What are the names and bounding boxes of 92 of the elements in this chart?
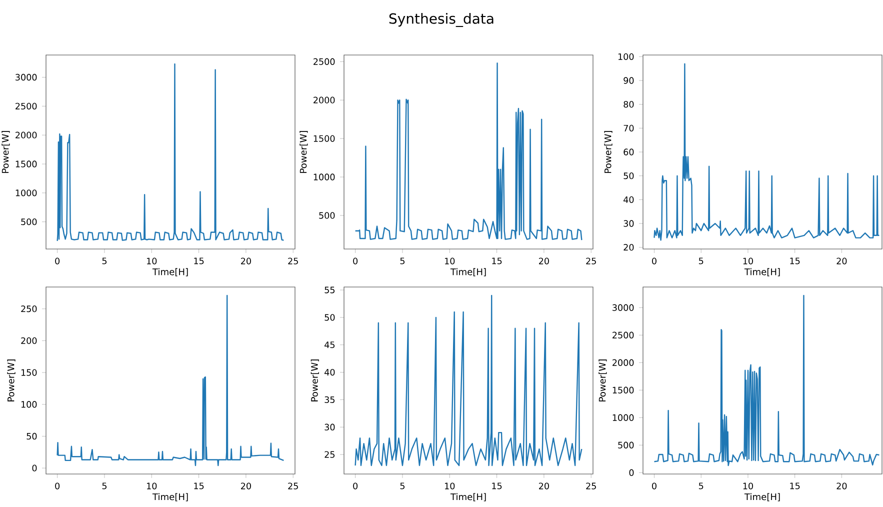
x-tick-label: 25 bbox=[288, 482, 298, 490]
y-tick-label: 1000 bbox=[16, 190, 37, 196]
y-tick-label: 250 bbox=[21, 306, 37, 312]
x-tick-label: 10 bbox=[743, 482, 753, 490]
y-tick-label: 1500 bbox=[314, 135, 335, 142]
x-tick-label: 15 bbox=[194, 258, 204, 264]
y-tick-label: 45 bbox=[324, 342, 335, 348]
x-tick-label: 20 bbox=[836, 482, 847, 490]
y-tick-label: 25 bbox=[324, 451, 335, 458]
y-tick-label: 1500 bbox=[16, 160, 37, 168]
y-tick-label: 500 bbox=[319, 212, 335, 219]
x-tick-label: 0 bbox=[353, 482, 358, 490]
y-tick-label: 60 bbox=[624, 148, 634, 156]
x-tick-label: 15 bbox=[194, 482, 204, 490]
y-tick-label: 2500 bbox=[612, 332, 634, 338]
line-series bbox=[56, 63, 284, 242]
y-tick-label: 30 bbox=[624, 220, 634, 227]
y-tick-label: 1000 bbox=[314, 174, 335, 180]
x-tick-label: 20 bbox=[241, 258, 251, 264]
x-tick-label: 15 bbox=[492, 482, 502, 490]
y-axis-title: Power[W] bbox=[604, 131, 612, 173]
y-tick-label: 200 bbox=[21, 337, 37, 344]
x-axis-title: Time[H] bbox=[744, 268, 780, 276]
y-axis-title: Power[W] bbox=[300, 131, 308, 173]
x-tick-label: 5 bbox=[400, 258, 405, 264]
y-tick-label: 80 bbox=[624, 101, 634, 108]
y-tick-label: 2000 bbox=[314, 96, 335, 104]
y-tick-label: 1000 bbox=[612, 414, 634, 421]
y-tick-label: 3000 bbox=[16, 74, 37, 81]
y-tick-label: 90 bbox=[624, 77, 634, 84]
x-tick-label: 5 bbox=[698, 482, 704, 490]
x-tick-label: 0 bbox=[652, 258, 656, 264]
y-tick-label: 50 bbox=[624, 172, 634, 180]
y-tick-label: 30 bbox=[324, 424, 335, 430]
line-series bbox=[654, 63, 880, 241]
x-tick-label: 10 bbox=[743, 258, 753, 264]
x-tick-label: 15 bbox=[492, 258, 502, 264]
x-tick-label: 25 bbox=[288, 258, 298, 264]
x-axis-title: Time[H] bbox=[152, 268, 188, 276]
x-tick-label: 10 bbox=[445, 258, 455, 264]
y-tick-label: 0 bbox=[629, 469, 634, 476]
x-tick-label: 25 bbox=[586, 482, 596, 490]
chart-title: Synthesis_data bbox=[389, 13, 494, 27]
x-tick-label: 20 bbox=[539, 258, 549, 264]
y-tick-label: 55 bbox=[324, 286, 335, 294]
y-axis-title: Power[W] bbox=[7, 360, 16, 402]
y-tick-label: 150 bbox=[21, 369, 37, 376]
y-tick-label: 20 bbox=[624, 244, 634, 251]
y-tick-label: 1500 bbox=[612, 386, 634, 394]
y-tick-label: 2000 bbox=[612, 359, 634, 366]
x-tick-label: 15 bbox=[790, 258, 800, 264]
y-axis-title: Power[W] bbox=[598, 360, 607, 402]
x-tick-label: 20 bbox=[539, 482, 549, 490]
y-tick-label: 35 bbox=[324, 396, 335, 404]
x-axis-title: Time[H] bbox=[744, 493, 780, 502]
x-axis-title: Time[H] bbox=[152, 493, 188, 502]
y-tick-label: 2500 bbox=[314, 58, 335, 65]
line-series bbox=[654, 294, 880, 466]
y-tick-label: 0 bbox=[32, 464, 37, 472]
x-tick-label: 5 bbox=[102, 258, 107, 264]
x-tick-label: 20 bbox=[836, 258, 847, 264]
x-tick-label: 15 bbox=[790, 482, 800, 490]
y-tick-label: 70 bbox=[624, 124, 634, 132]
y-tick-label: 500 bbox=[618, 442, 634, 448]
y-axis-title: Power[W] bbox=[310, 360, 319, 402]
y-tick-label: 40 bbox=[624, 196, 634, 203]
x-tick-label: 20 bbox=[241, 482, 251, 490]
x-tick-label: 10 bbox=[147, 258, 157, 264]
y-tick-label: 3000 bbox=[612, 304, 634, 311]
x-tick-label: 10 bbox=[445, 482, 455, 490]
x-tick-label: 0 bbox=[55, 258, 60, 264]
y-tick-label: 100 bbox=[21, 401, 37, 408]
x-tick-label: 5 bbox=[698, 258, 704, 264]
y-axis-title: Power[W] bbox=[2, 131, 10, 173]
y-tick-label: 500 bbox=[21, 218, 37, 226]
x-tick-label: 5 bbox=[400, 482, 405, 490]
y-tick-label: 50 bbox=[324, 314, 335, 321]
y-tick-label: 50 bbox=[26, 432, 37, 440]
line-series bbox=[354, 294, 582, 466]
x-tick-label: 10 bbox=[147, 482, 157, 490]
y-tick-label: 40 bbox=[324, 368, 335, 376]
x-tick-label: 0 bbox=[353, 258, 358, 264]
line-series bbox=[56, 294, 284, 466]
y-tick-label: 2500 bbox=[16, 102, 37, 110]
x-tick-label: 0 bbox=[55, 482, 60, 490]
x-axis-title: Time[H] bbox=[450, 268, 486, 276]
y-tick-label: 100 bbox=[618, 53, 634, 60]
x-tick-label: 0 bbox=[652, 482, 656, 490]
x-axis-title: Time[H] bbox=[450, 493, 486, 502]
x-tick-label: 25 bbox=[586, 258, 596, 264]
y-tick-label: 2000 bbox=[16, 132, 37, 138]
x-tick-label: 5 bbox=[102, 482, 107, 490]
